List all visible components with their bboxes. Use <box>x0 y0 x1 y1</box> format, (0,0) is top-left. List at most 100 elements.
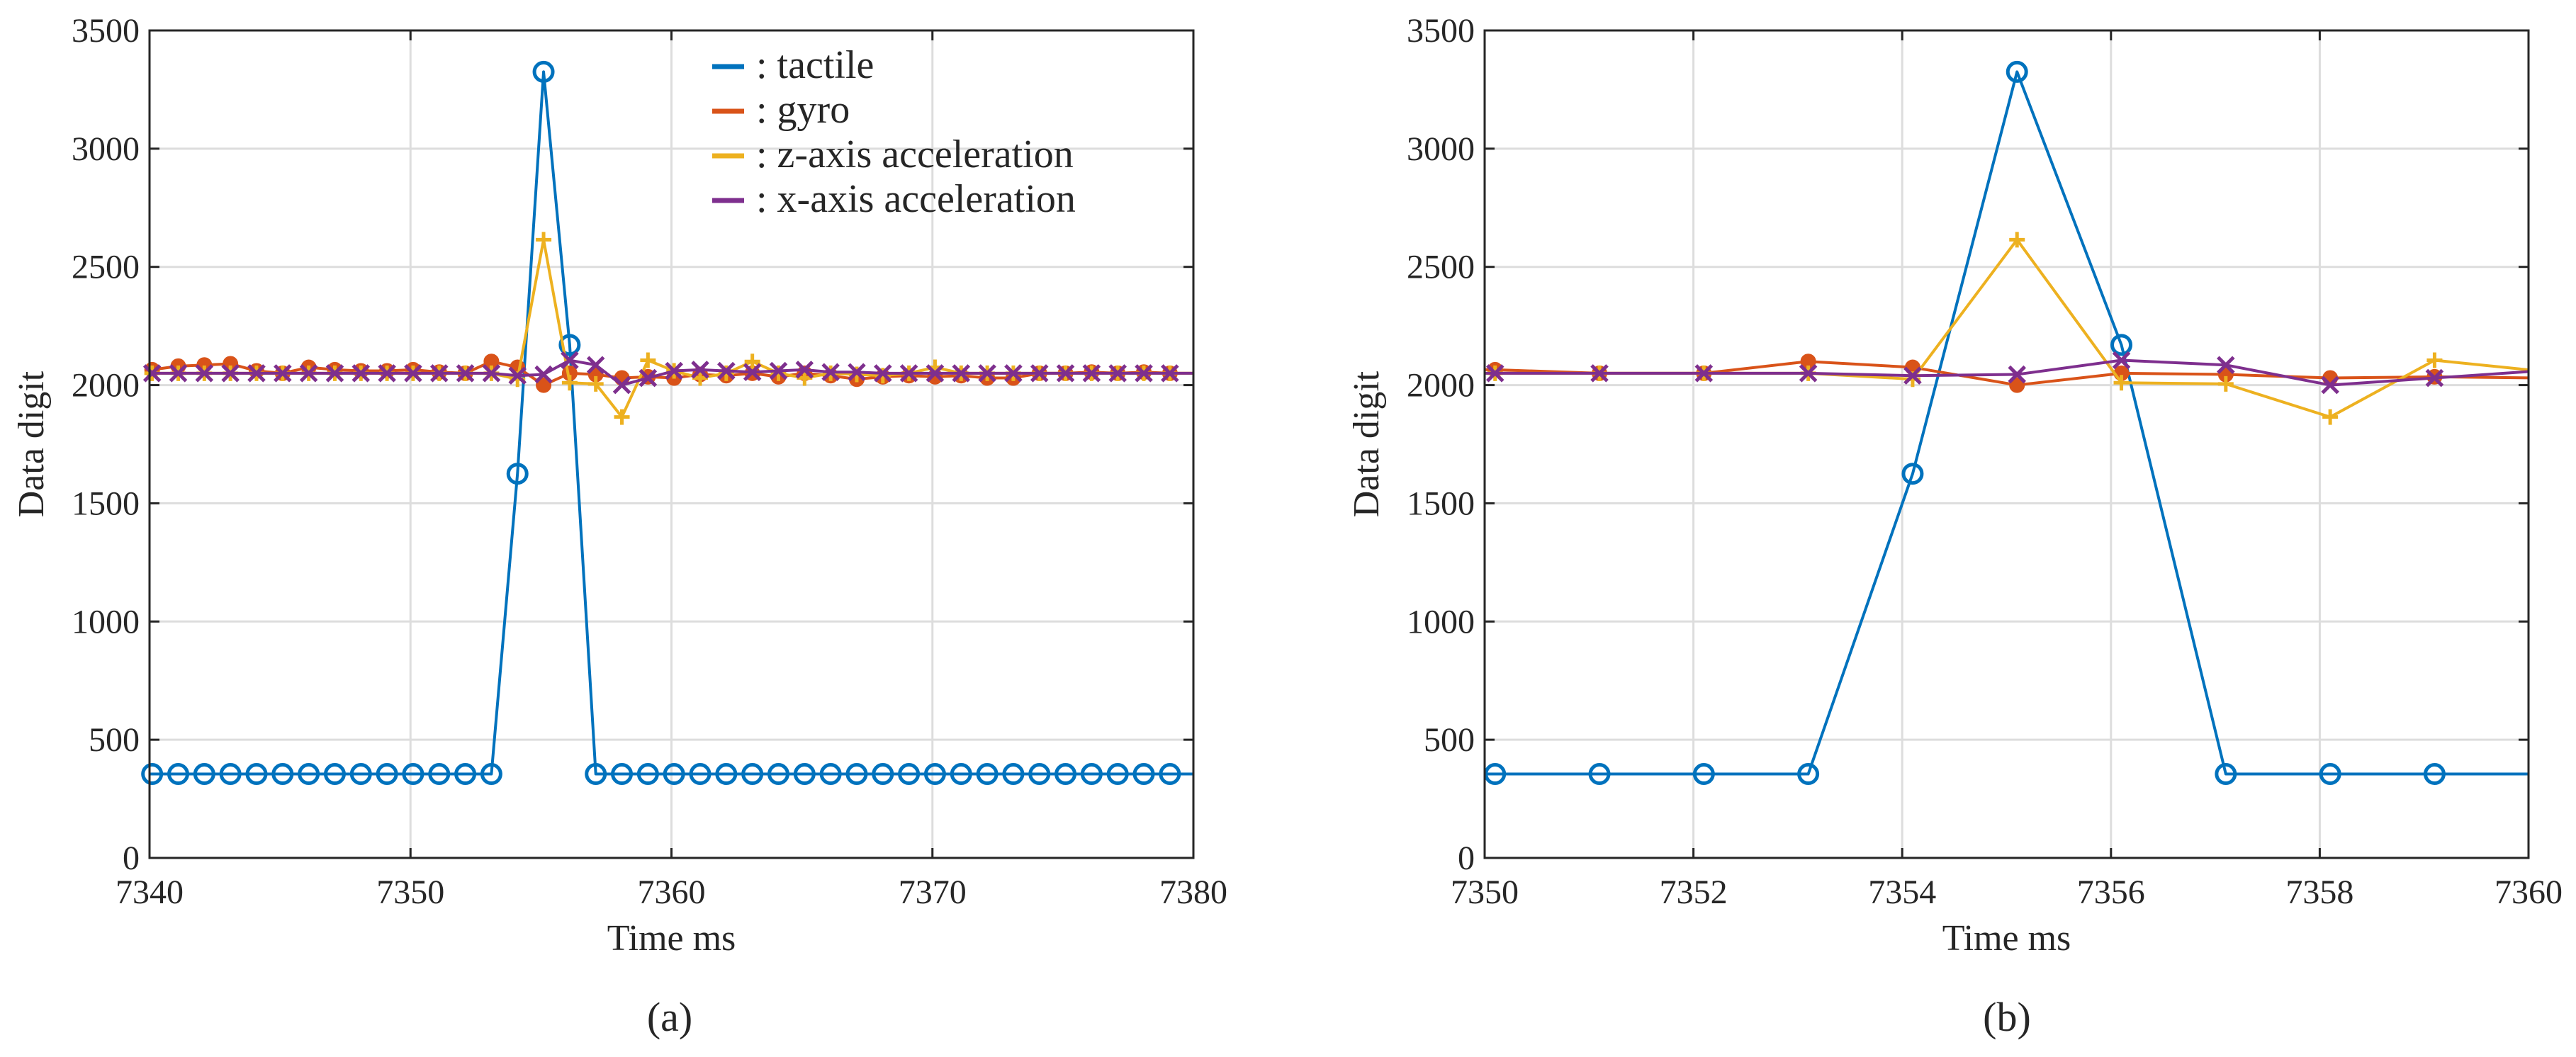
data-point <box>663 763 685 786</box>
data-point <box>2008 365 2026 384</box>
data-point <box>1082 364 1101 383</box>
chart-panel-b: 7350 7352 7354 7356 7358 7360 0 500 1000 1500 2000… <box>1346 12 2563 1040</box>
data-point <box>351 364 371 383</box>
data-point <box>821 363 840 381</box>
legend: : tactile: gyro: z-axis acceleration: x-… <box>712 43 1076 221</box>
y-tick-label: 3500 <box>72 12 140 50</box>
data-point <box>793 763 816 786</box>
data-point <box>376 763 398 786</box>
y-tick-label: 500 <box>1424 721 1475 759</box>
data-point <box>899 364 918 383</box>
x-tick-label: 7350 <box>376 874 444 911</box>
data-point <box>741 763 764 786</box>
panel-label: (a) <box>647 994 692 1040</box>
data-point <box>558 334 581 356</box>
data-point <box>2426 352 2443 368</box>
data-point <box>482 364 501 383</box>
data-point <box>349 763 372 786</box>
data-point <box>1106 763 1129 786</box>
data-point <box>612 375 631 395</box>
data-point <box>271 763 294 786</box>
data-point <box>898 763 921 786</box>
data-point <box>378 364 396 383</box>
y-tick-label: 3000 <box>72 130 140 168</box>
data-point <box>2425 368 2444 388</box>
data-point <box>2423 763 2446 786</box>
data-point <box>950 763 972 786</box>
data-point <box>428 763 451 786</box>
data-point <box>744 354 760 370</box>
data-point <box>797 370 813 386</box>
data-point <box>717 361 736 380</box>
data-point <box>404 364 422 383</box>
x-tick-label: 7360 <box>638 874 706 911</box>
data-point <box>1002 763 1025 786</box>
data-point <box>429 364 449 383</box>
series-x-axis-acceleration <box>1485 351 2529 395</box>
data-point <box>587 375 604 392</box>
data-point <box>274 364 292 383</box>
data-point <box>585 763 607 786</box>
y-tick-label: 1500 <box>72 485 140 522</box>
x-tick-label: 7380 <box>1159 874 1227 911</box>
data-point <box>845 763 868 786</box>
x-tick-label: 7356 <box>2077 874 2145 911</box>
data-point <box>872 763 894 786</box>
series-tactile <box>141 60 1193 786</box>
data-point <box>689 763 712 786</box>
data-point <box>715 763 738 786</box>
data-point <box>167 763 190 786</box>
series-tactile <box>1484 60 2529 786</box>
data-point <box>1797 763 1820 786</box>
data-point <box>769 361 788 380</box>
data-point <box>536 232 552 248</box>
y-tick-label: 500 <box>89 721 140 759</box>
data-point <box>2321 375 2339 395</box>
x-tick-label: 7354 <box>1868 874 1936 911</box>
data-point <box>1056 364 1075 383</box>
y-tick-label: 1000 <box>1407 603 1475 640</box>
data-point <box>636 763 659 786</box>
data-point <box>2110 334 2133 356</box>
y-axis-label: Data digit <box>1346 371 1387 517</box>
panel-label: (b) <box>1983 994 2031 1040</box>
data-point <box>1080 763 1103 786</box>
x-tick-label: 7350 <box>1451 874 1519 911</box>
data-point <box>639 368 658 388</box>
data-point <box>2322 409 2339 425</box>
y-tick-label: 2500 <box>72 249 140 286</box>
series-line <box>1485 70 2529 776</box>
data-point <box>691 361 709 379</box>
legend-entry-label: : tactile <box>756 43 874 87</box>
y-axis-label: Data digit <box>11 371 52 517</box>
data-point <box>2009 377 2025 393</box>
data-point <box>767 763 789 786</box>
data-point <box>2319 763 2341 786</box>
legend-entry-label: : gyro <box>756 88 850 132</box>
x-tick-label: 7340 <box>116 874 184 911</box>
data-point <box>325 364 344 383</box>
data-point <box>508 366 527 385</box>
data-point <box>561 375 578 391</box>
data-point <box>1161 364 1179 383</box>
data-point <box>299 364 318 383</box>
data-point <box>978 364 996 383</box>
y-tick-label: 3500 <box>1407 12 1475 50</box>
data-point <box>323 763 346 786</box>
data-point <box>1054 763 1077 786</box>
data-point <box>534 365 553 384</box>
data-point <box>2112 351 2131 370</box>
data-point <box>692 370 709 386</box>
data-point <box>247 364 266 383</box>
data-point <box>193 763 215 786</box>
data-point <box>2009 232 2025 248</box>
data-point <box>1004 364 1023 383</box>
data-point <box>169 364 188 383</box>
data-point <box>2215 763 2237 786</box>
data-point <box>1484 763 1507 786</box>
data-point <box>1694 364 1714 383</box>
x-tick-label: 7360 <box>2495 874 2563 911</box>
x-axis-label: Time ms <box>1942 918 2071 959</box>
data-point <box>2006 60 2028 83</box>
data-point <box>743 363 762 381</box>
